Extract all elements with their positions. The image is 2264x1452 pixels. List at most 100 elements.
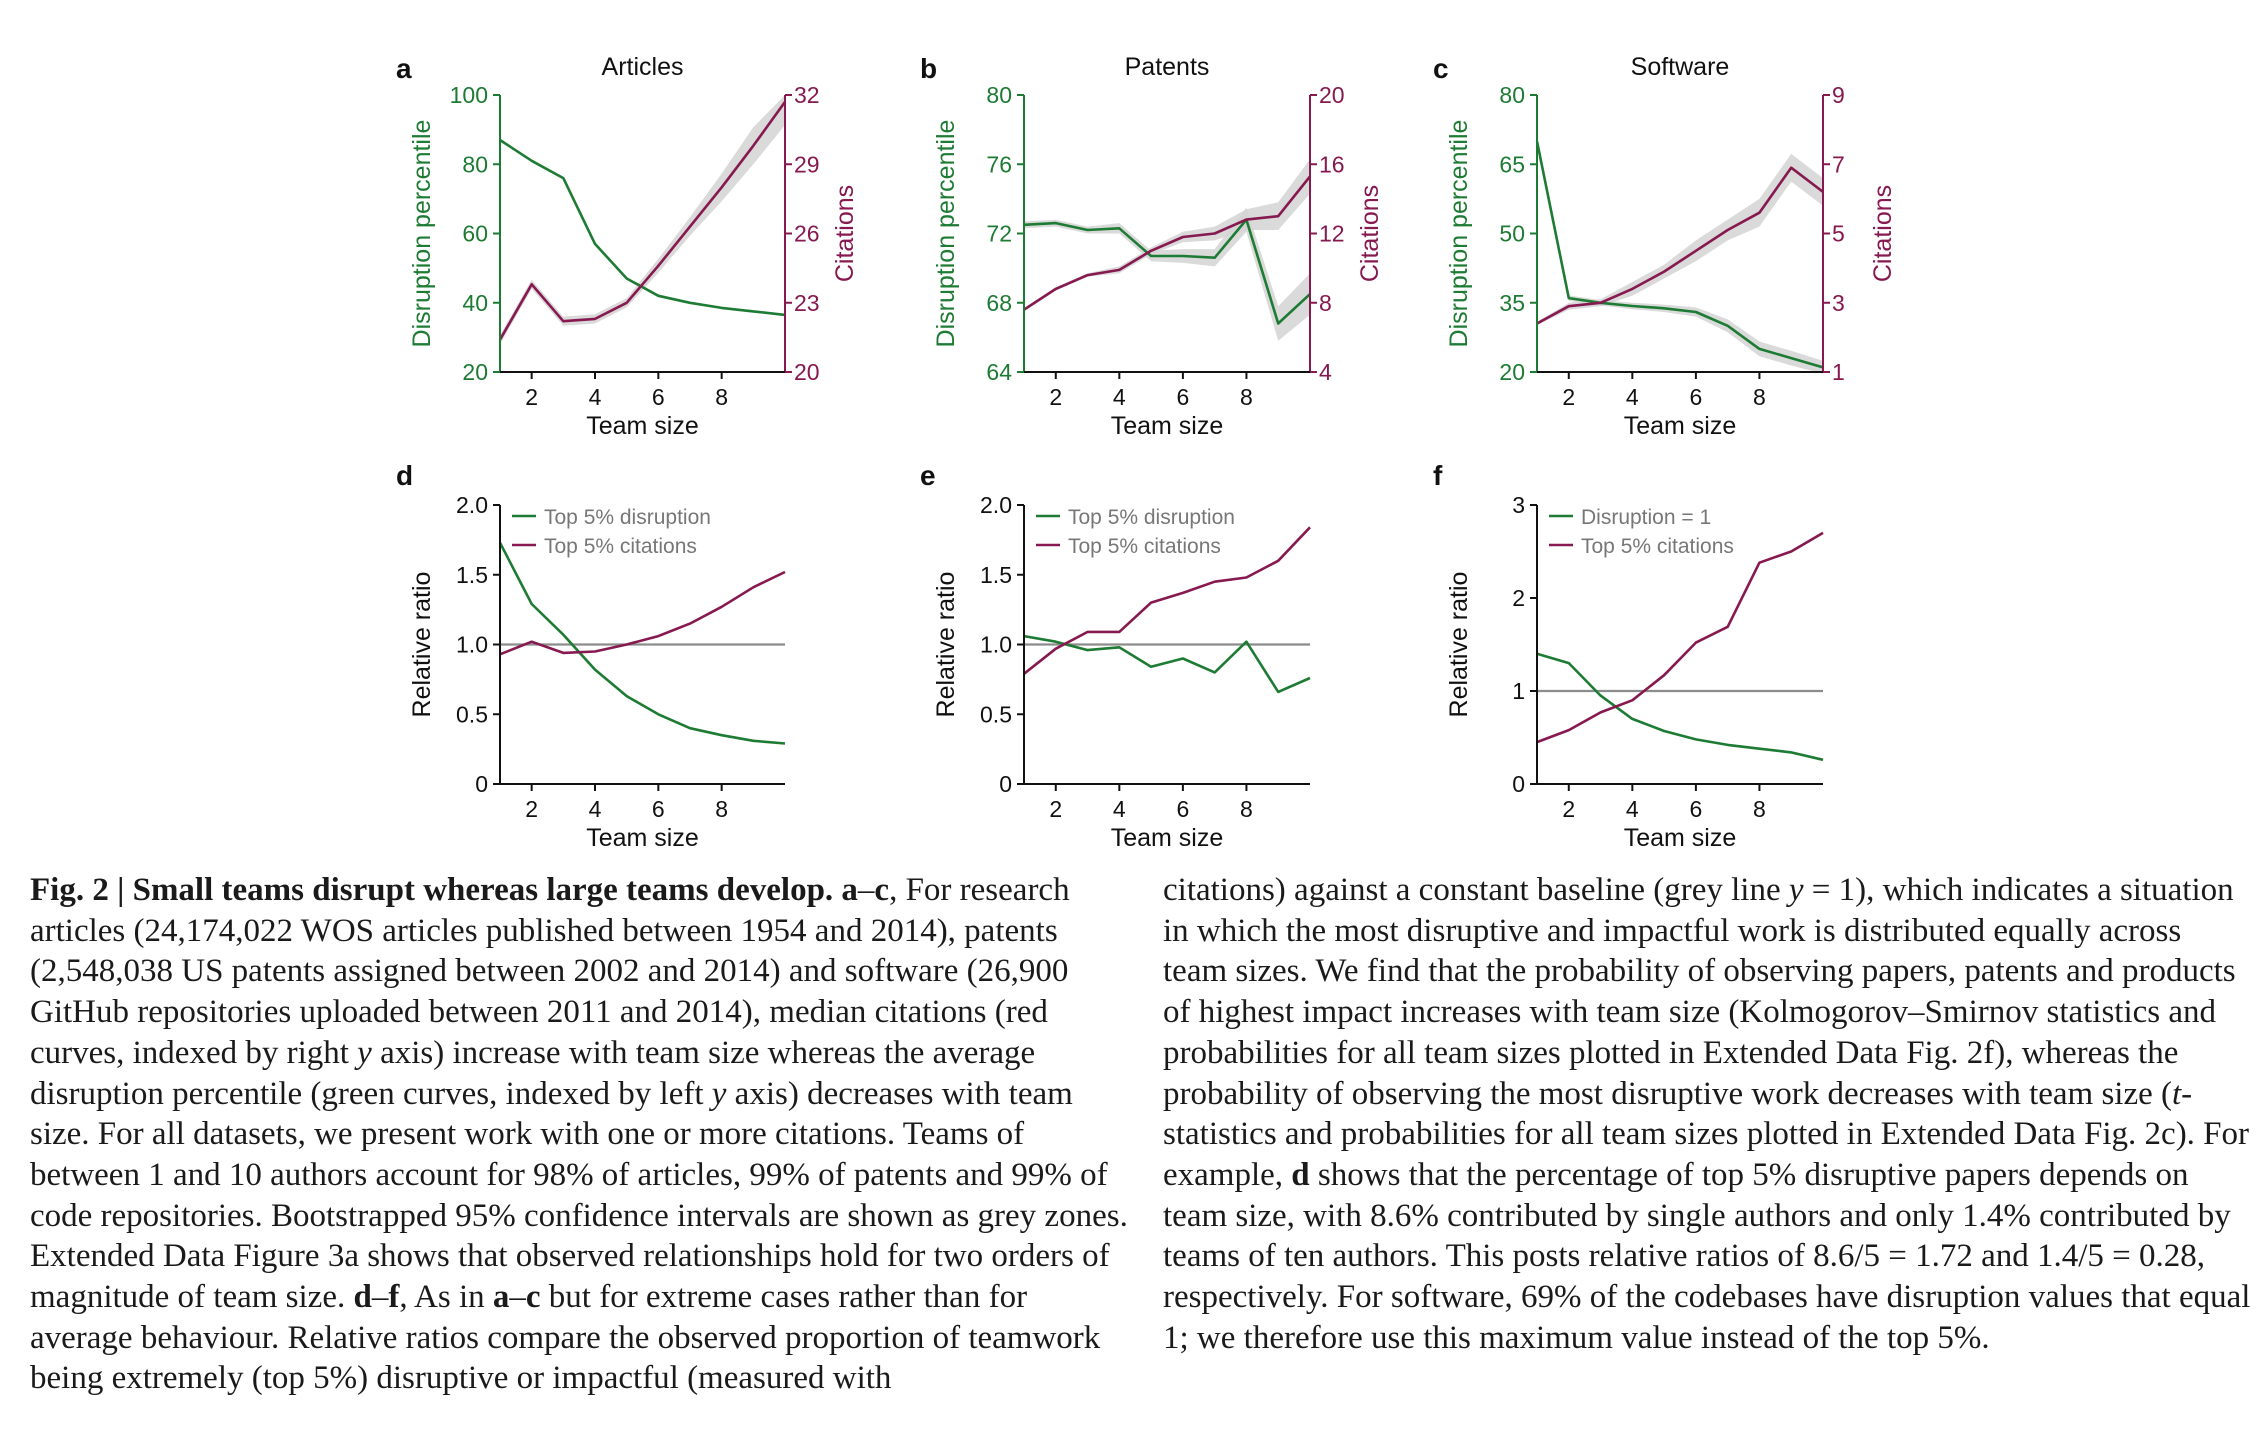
caption-panel-ref: a bbox=[841, 872, 858, 908]
x-tick-label: 2 bbox=[1562, 384, 1575, 410]
panel-c: c Software 2 4 6 8 Team size 80 65 50 35 20 9 7 5 3 1 Dis… bbox=[1433, 53, 1897, 440]
panel-letter: d bbox=[396, 460, 413, 491]
y-right-tick-label: 7 bbox=[1832, 151, 1845, 177]
panel-letter: e bbox=[920, 460, 936, 491]
x-tick-label: 4 bbox=[1626, 796, 1639, 822]
x-axis-label: Team size bbox=[1111, 824, 1224, 852]
y-tick-label: 1 bbox=[1512, 678, 1525, 704]
panel-letter: b bbox=[920, 53, 937, 84]
extended-data-fig-2f-link[interactable]: Fig. 2f bbox=[1906, 1034, 1995, 1071]
disruption-line bbox=[1535, 140, 1824, 369]
panel-e: e 2 4 6 8 Team size 2.0 1.5 1.0 0.5 0 Relative rati… bbox=[920, 460, 1311, 852]
caption-panel-ref: f bbox=[388, 1279, 400, 1316]
caption-text: -statistics and probabilities for all te… bbox=[1163, 1075, 2193, 1153]
x-tick-label: 8 bbox=[715, 384, 728, 410]
x-axis-label: Team size bbox=[586, 412, 699, 440]
x-tick-label: 8 bbox=[1753, 796, 1766, 822]
caption-text: – bbox=[857, 872, 875, 908]
y-right-tick-label: 8 bbox=[1319, 290, 1332, 316]
disruption-line bbox=[1536, 652, 1824, 762]
y-tick-label: 68 bbox=[986, 290, 1012, 316]
x-tick-label: 2 bbox=[1049, 384, 1062, 410]
x-tick-label: 4 bbox=[1113, 384, 1126, 410]
y-tick-label: 1.0 bbox=[456, 632, 488, 658]
y-tick-label: 20 bbox=[1499, 359, 1525, 385]
y-tick-label: 40 bbox=[462, 290, 488, 316]
y-tick-label: 76 bbox=[986, 151, 1012, 177]
caption-text: shows that the percentage of top 5% disr… bbox=[1163, 1156, 2251, 1356]
y-axis-label: Relative ratio bbox=[1445, 572, 1473, 718]
y-right-tick-label: 5 bbox=[1832, 221, 1845, 247]
x-tick-label: 6 bbox=[1176, 796, 1189, 822]
y-tick-label: 64 bbox=[986, 359, 1012, 385]
y-tick-label: 2.0 bbox=[456, 492, 488, 518]
x-tick-label: 2 bbox=[1049, 796, 1062, 822]
extended-data-fig-2c-link[interactable]: Fig. 2c bbox=[2084, 1116, 2176, 1153]
x-tick-label: 6 bbox=[1176, 384, 1189, 410]
panel-letter: a bbox=[396, 53, 412, 84]
y-right-tick-label: 12 bbox=[1319, 221, 1345, 247]
caption-text: – bbox=[509, 1279, 526, 1316]
y-axis-label-right: Citations bbox=[1869, 185, 1897, 282]
caption-panel-ref: c bbox=[874, 872, 890, 908]
y-right-tick-label: 32 bbox=[794, 82, 820, 108]
y-axis-label-right: Citations bbox=[1356, 185, 1384, 282]
y-right-tick-label: 4 bbox=[1319, 359, 1332, 385]
panel-title: Articles bbox=[602, 53, 684, 81]
panel-a: a Articles 2 4 6 8 Team size 100 80 60 40 20 32 29 26 2… bbox=[396, 53, 859, 440]
caption-variable: y bbox=[357, 1034, 372, 1071]
x-tick-label: 8 bbox=[1753, 384, 1766, 410]
caption-title: Fig. 2 | Small teams disrupt whereas lar… bbox=[30, 872, 842, 908]
y-right-tick-label: 3 bbox=[1832, 290, 1845, 316]
caption-variable: t bbox=[2172, 1075, 2182, 1112]
y-axis-label-left: Disruption percentile bbox=[1445, 120, 1473, 348]
caption-variable: y bbox=[711, 1075, 727, 1112]
x-tick-label: 2 bbox=[525, 384, 538, 410]
y-axis-label: Relative ratio bbox=[932, 572, 960, 718]
y-tick-label: 3 bbox=[1512, 492, 1525, 518]
caption-panel-ref: c bbox=[525, 1279, 541, 1316]
x-axis-label: Team size bbox=[1624, 412, 1737, 440]
y-tick-label: 0 bbox=[999, 771, 1012, 797]
caption-text: axis) decreases with team size. For all … bbox=[30, 1075, 1128, 1316]
x-tick-label: 4 bbox=[1113, 796, 1126, 822]
citations-line bbox=[1536, 166, 1824, 325]
caption-panel-ref: d bbox=[1291, 1156, 1310, 1193]
x-tick-label: 6 bbox=[652, 796, 665, 822]
y-tick-label: 35 bbox=[1499, 290, 1525, 316]
confidence-band bbox=[500, 95, 785, 345]
caption-text: axis) increase with team size whereas th… bbox=[30, 1034, 1036, 1112]
confidence-band bbox=[1024, 207, 1310, 341]
y-right-tick-label: 29 bbox=[794, 151, 820, 177]
caption-text: citations) against a constant baseline (… bbox=[1163, 872, 1789, 908]
y-tick-label: 20 bbox=[462, 359, 488, 385]
x-axis-label: Team size bbox=[1111, 412, 1224, 440]
disruption-line bbox=[499, 138, 786, 317]
y-axis-label-left: Disruption percentile bbox=[408, 120, 436, 348]
citations-line bbox=[1023, 175, 1312, 311]
citations-line bbox=[498, 101, 787, 341]
y-tick-label: 0 bbox=[1512, 771, 1525, 797]
y-tick-label: 0.5 bbox=[456, 701, 488, 727]
legend-label: Top 5% disruption bbox=[544, 506, 711, 529]
x-tick-label: 8 bbox=[1240, 384, 1253, 410]
caption-text: = 1), which indicates a situation in whi… bbox=[1163, 872, 2236, 1071]
citations-line bbox=[499, 570, 786, 656]
y-axis-label-left: Disruption percentile bbox=[932, 120, 960, 348]
legend-label: Top 5% citations bbox=[544, 535, 697, 558]
panel-f: f 2 4 6 8 Team size 3 2 1 0 Relative ratio Disrupti… bbox=[1433, 460, 1824, 852]
caption-text: , For research articles (24,174,022 WOS … bbox=[30, 872, 1070, 1071]
y-axis-label: Relative ratio bbox=[408, 572, 436, 718]
x-tick-label: 8 bbox=[715, 796, 728, 822]
x-tick-label: 4 bbox=[1626, 384, 1639, 410]
y-tick-label: 80 bbox=[986, 82, 1012, 108]
y-tick-label: 2.0 bbox=[980, 492, 1012, 518]
x-tick-label: 2 bbox=[1562, 796, 1575, 822]
panel-d: d 2 4 6 8 Team size 2.0 1.5 1.0 0.5 0 Relative rati… bbox=[396, 460, 786, 852]
caption-right-column: citations) against a constant baseline (… bbox=[1163, 870, 2253, 1358]
x-tick-label: 4 bbox=[589, 384, 602, 410]
y-right-tick-label: 20 bbox=[1319, 82, 1345, 108]
legend-label: Top 5% citations bbox=[1581, 535, 1734, 558]
